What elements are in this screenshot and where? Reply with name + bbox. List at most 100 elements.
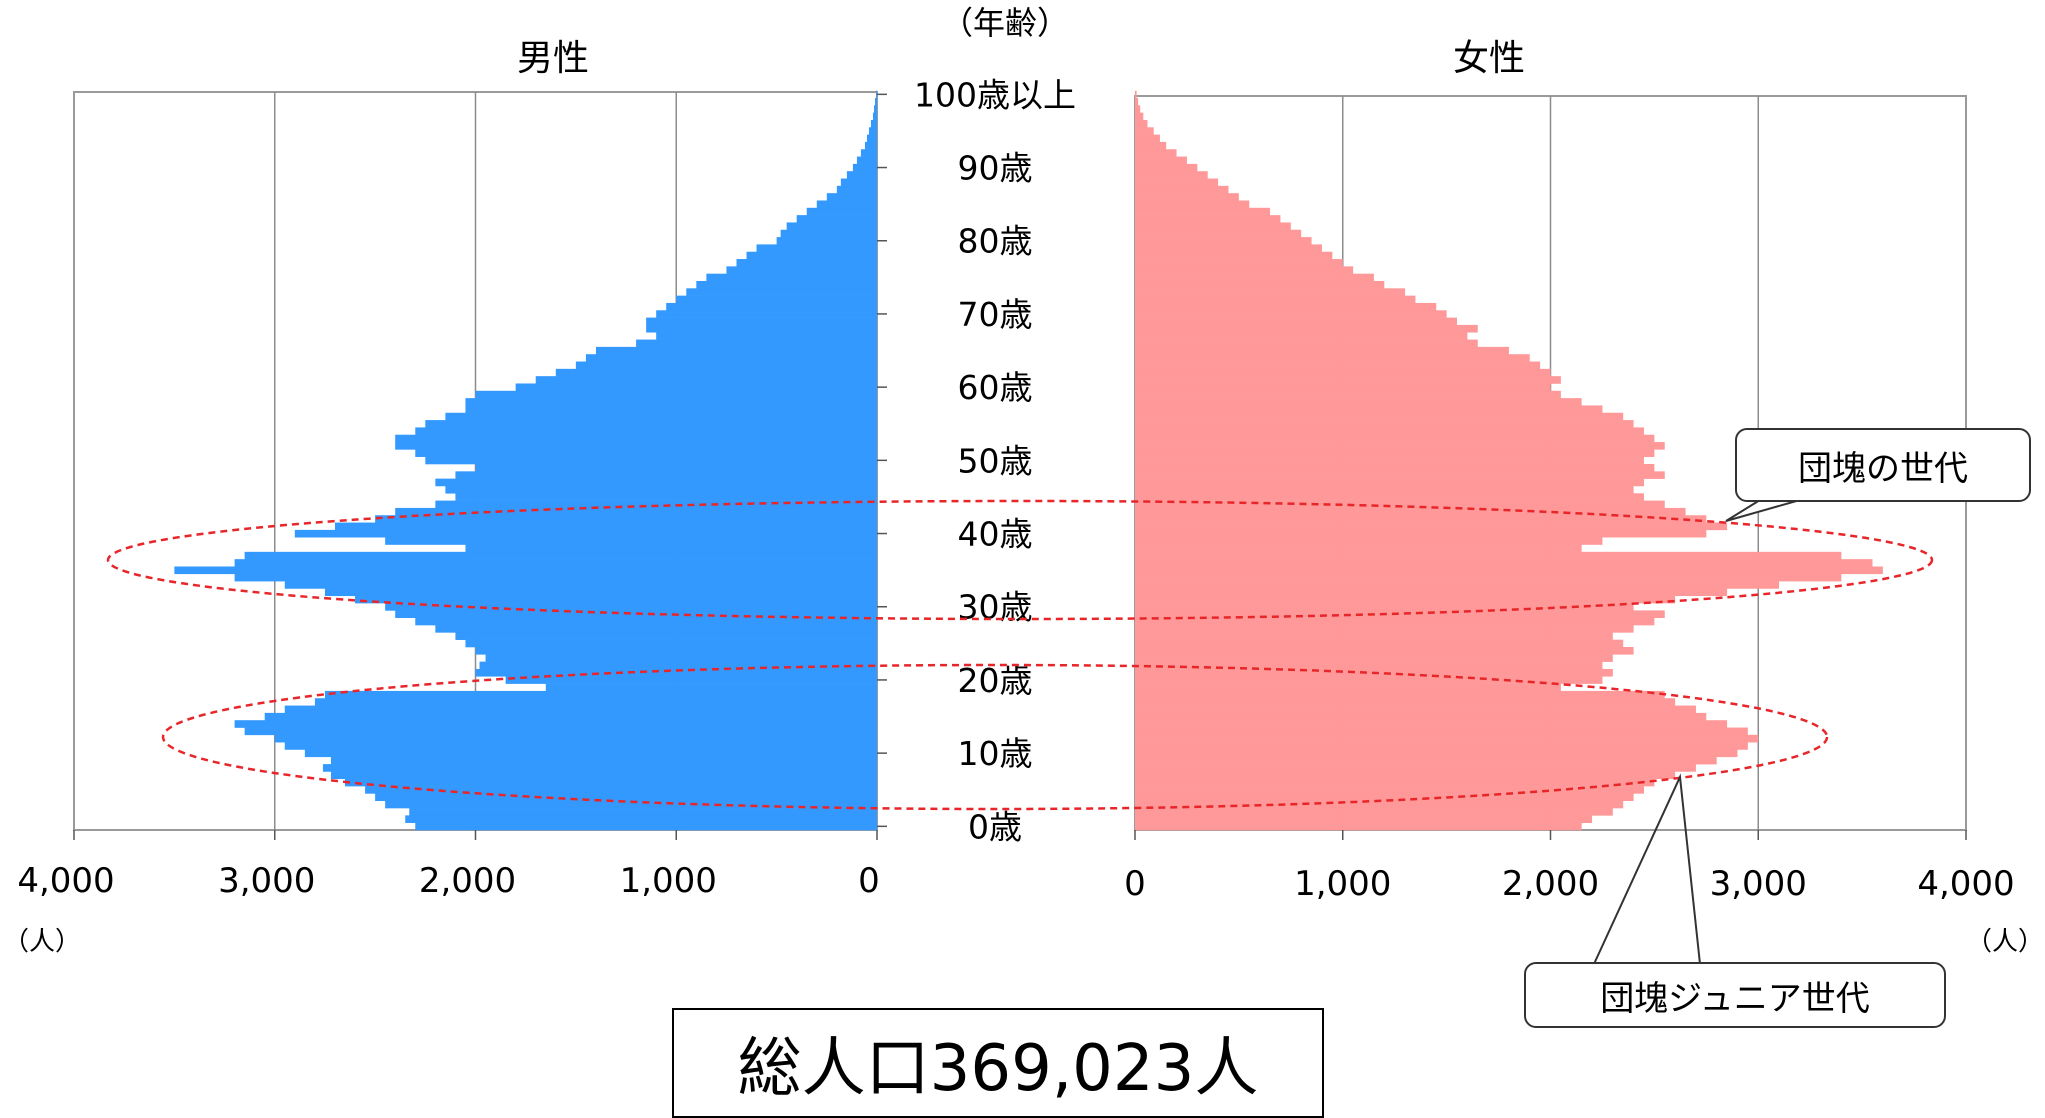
female-bar — [1135, 771, 1676, 780]
male-bar — [425, 420, 877, 428]
male-bar — [875, 90, 877, 99]
female-bar — [1135, 229, 1302, 238]
female-x-tick-label: 1,000 — [1294, 864, 1391, 904]
male-bar — [415, 449, 877, 457]
male-bar — [375, 793, 877, 802]
age-tick-label: 10歳 — [958, 734, 1033, 773]
female-bar — [1135, 676, 1603, 684]
female-bar — [1135, 529, 1707, 538]
male-bar — [696, 281, 877, 289]
female-bar — [1135, 786, 1644, 794]
male-bar — [860, 149, 877, 157]
male-bar — [780, 229, 877, 238]
male-bar — [806, 207, 877, 216]
male-bar — [174, 566, 877, 575]
male-bar — [334, 522, 878, 531]
male-bar — [726, 266, 877, 274]
female-bar — [1135, 354, 1530, 362]
female-bar — [1135, 573, 1842, 582]
female-bar — [1135, 420, 1634, 428]
male-bar — [874, 98, 877, 106]
age-tick-label: 60歳 — [958, 368, 1033, 407]
male-bar — [555, 368, 877, 377]
male-bar — [415, 617, 877, 626]
female-bar — [1135, 222, 1291, 231]
female-bar — [1135, 412, 1624, 421]
female-bar — [1135, 98, 1139, 106]
dankai-callout: 団塊の世代 — [1735, 428, 2031, 502]
female-bar — [1135, 793, 1634, 802]
female-bar — [1135, 207, 1271, 216]
female-bar — [1135, 193, 1239, 201]
female-bar — [1135, 493, 1644, 501]
female-bar — [1135, 485, 1634, 494]
female-unit-label: （人） — [1966, 927, 2044, 957]
male-bar — [435, 478, 877, 487]
female-bar — [1135, 456, 1644, 465]
female-bar — [1135, 683, 1561, 692]
male-x-tick-label: 0 — [858, 861, 880, 901]
male-bar — [304, 749, 877, 758]
female-bar — [1135, 376, 1561, 384]
female-bar — [1135, 690, 1665, 699]
female-bar — [1135, 156, 1187, 165]
female-bar — [1135, 617, 1655, 626]
female-bar — [1135, 647, 1634, 655]
female-bar — [1135, 259, 1343, 267]
male-bar — [676, 295, 877, 304]
age-axis-ticks: 100歳以上 90歳 80歳 70歳 60歳 50歳 40歳 30歳 20歳 10歳 0歳 — [877, 75, 1076, 846]
female-bar — [1135, 698, 1676, 706]
male-title: 男性 — [517, 38, 589, 79]
male-bar — [385, 603, 877, 611]
male-bar — [475, 647, 877, 655]
male-bar — [475, 390, 877, 399]
male-bar — [776, 237, 877, 245]
male-bar — [365, 786, 877, 794]
age-tick-label: 90歳 — [958, 149, 1033, 188]
age-tick-label: 100歳以上 — [914, 75, 1076, 114]
age-tick-label: 50歳 — [958, 441, 1033, 480]
age-axis-title: （年齢） — [941, 4, 1069, 42]
female-bar — [1135, 544, 1582, 553]
male-bar — [244, 551, 877, 560]
male-bar — [284, 742, 878, 750]
male-bar — [409, 808, 877, 816]
male-bar — [324, 690, 877, 699]
male-bar — [646, 324, 877, 333]
male-bar — [873, 105, 877, 113]
male-bar — [330, 756, 878, 765]
dankai-callout-pointer — [1725, 499, 1801, 522]
female-bar — [1135, 149, 1177, 157]
male-bar — [746, 251, 877, 260]
male-bar — [405, 815, 877, 823]
female-bar — [1135, 163, 1198, 172]
female-bar — [1135, 383, 1551, 392]
female-bar — [1135, 537, 1603, 545]
female-x-tick-label: 4,000 — [1917, 864, 2014, 904]
male-bar — [868, 127, 877, 135]
female-bar — [1135, 742, 1748, 750]
female-bar — [1135, 566, 1883, 575]
male-bar — [324, 588, 877, 597]
female-bar — [1135, 442, 1665, 450]
male-bar — [314, 698, 877, 706]
male-bar — [355, 595, 877, 604]
female-bar — [1135, 808, 1613, 816]
female-bar — [1135, 749, 1738, 758]
male-x-tick-label: 1,000 — [620, 861, 717, 901]
female-bar — [1135, 756, 1717, 765]
female-x-tick-label: 2,000 — [1502, 864, 1599, 904]
male-bar — [485, 654, 877, 662]
female-bar — [1135, 705, 1696, 714]
male-bar — [479, 661, 877, 670]
male-bar — [646, 317, 877, 326]
total-population-box: 総人口369,023人 — [672, 1008, 1324, 1118]
female-bar — [1135, 200, 1250, 209]
female-bar — [1135, 237, 1312, 245]
female-bar — [1135, 822, 1582, 831]
female-x-ticks: 0 1,000 2,000 3,000 4,000 — [1124, 830, 2015, 904]
dankai-generation-ellipse — [106, 499, 1934, 621]
male-bar — [345, 778, 877, 787]
female-bar — [1135, 244, 1322, 253]
